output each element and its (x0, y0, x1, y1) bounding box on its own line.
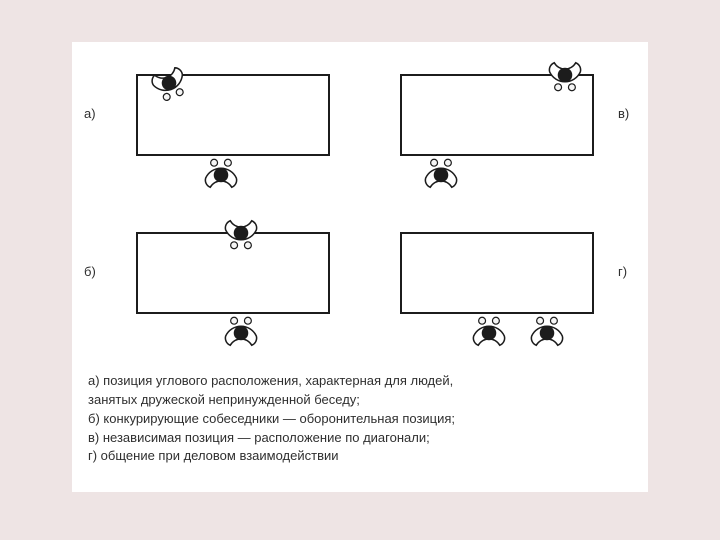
caption-line-2: б) конкурирующие собеседники — обороните… (88, 410, 455, 429)
caption-line-4: г) общение при деловом взаимодействии (88, 447, 455, 466)
caption-line-1: занятых дружеской непринужденной беседу; (88, 391, 455, 410)
panel-g-person-1 (524, 310, 570, 356)
caption-block: а) позиция углового расположения, характ… (88, 372, 455, 466)
panel-v-label: в) (618, 106, 629, 121)
caption-line-3: в) независимая позиция — расположение по… (88, 429, 455, 448)
panel-g-table (400, 232, 594, 314)
caption-line-0: а) позиция углового расположения, характ… (88, 372, 455, 391)
panel-g-person-0 (466, 310, 512, 356)
panel-b-label: б) (84, 264, 96, 279)
page-root: а) б) (0, 0, 720, 540)
panel-b-person-1 (218, 310, 264, 356)
inner-panel: а) б) (72, 42, 648, 492)
panel-b-person-0 (218, 210, 264, 256)
panel-a-label: а) (84, 106, 96, 121)
panel-v-person-0 (542, 52, 588, 98)
panel-v-person-1 (418, 152, 464, 198)
diagram-arena: а) б) (72, 42, 648, 492)
panel-a-person-1 (198, 152, 244, 198)
panel-g-label: г) (618, 264, 627, 279)
